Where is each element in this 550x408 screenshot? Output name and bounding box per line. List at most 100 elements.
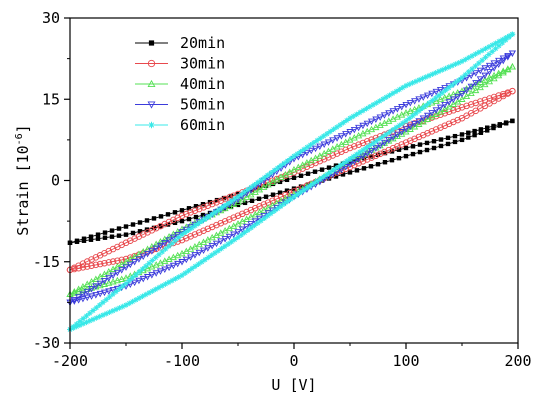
data-point [317,176,324,182]
data-point [503,121,509,126]
data-point [333,163,339,168]
data-point [281,194,289,202]
legend-label: 50min [180,96,225,114]
x-tick-label: 0 [289,352,298,370]
data-point [222,202,228,209]
data-point [437,124,444,131]
data-point [472,51,479,57]
data-point [415,120,423,127]
data-point [126,261,134,269]
data-point [492,40,499,47]
data-point [165,212,171,217]
series-line [69,90,513,271]
data-point [122,274,130,281]
data-point [490,60,498,67]
legend-item: 60min [135,116,225,134]
data-point [472,99,479,107]
data-point [482,45,489,52]
data-point [284,177,290,183]
data-point [304,144,310,151]
data-point [109,272,117,280]
data-point [230,222,238,229]
data-point [166,243,172,249]
data-point [73,323,80,330]
series-line [69,33,513,330]
data-point [79,286,87,294]
y-tick-label: -15 [33,253,60,271]
data-point [398,130,406,137]
data-point [363,120,371,128]
data-point [165,237,173,244]
data-point [185,268,192,274]
data-point [432,95,439,101]
data-point [495,57,503,65]
data-point [416,77,422,83]
data-point [307,147,315,155]
data-point [409,80,416,86]
data-point [439,67,446,73]
data-point [496,43,502,49]
data-point [278,203,284,210]
data-point [479,47,485,54]
data-point [393,124,399,131]
data-point [428,90,436,98]
data-point [476,60,482,66]
data-point [438,137,444,142]
data-point [455,77,462,83]
data-point [241,189,248,195]
y-axis-title-main: Strain [10 [14,145,32,235]
data-point [382,160,388,165]
data-point [264,172,271,179]
data-point [301,187,307,193]
data-point [96,280,104,288]
legend: 20min 30min 40min 50min 60min [135,34,225,134]
data-point [113,276,121,284]
data-point [413,78,419,85]
data-point [399,120,406,126]
data-point [419,131,427,139]
data-point [271,208,278,214]
data-point [204,202,212,209]
data-point [458,114,466,122]
data-point [390,127,396,133]
data-point [327,128,334,135]
data-point [225,241,231,247]
data-point [251,182,258,188]
data-point [248,225,254,231]
data-point [320,141,328,148]
data-point [212,231,221,238]
data-point [489,42,496,48]
data-point [169,240,175,247]
data-point [415,133,423,141]
data-point [320,133,327,139]
data-point [137,229,143,234]
data-point [100,278,109,285]
data-point [263,194,269,199]
data-point [106,309,113,316]
data-point [161,240,169,247]
data-point [419,94,427,101]
data-point [101,259,108,267]
data-point [169,253,177,261]
data-point [239,210,246,218]
data-point [234,220,242,227]
data-point [195,220,202,227]
data-point [208,200,216,208]
data-point [459,58,465,65]
data-point [87,286,96,293]
data-point [319,167,325,172]
data-point [77,322,83,328]
data-point [432,126,440,133]
data-point [472,128,477,134]
data-point [389,108,397,115]
data-point [324,139,333,146]
data-point [417,142,423,147]
data-point [70,298,78,305]
data-point [359,139,367,147]
data-point [284,188,290,193]
data-point [438,143,444,149]
data-point [169,234,177,242]
data-point [218,205,225,211]
data-point [360,147,366,153]
data-point [368,154,375,161]
